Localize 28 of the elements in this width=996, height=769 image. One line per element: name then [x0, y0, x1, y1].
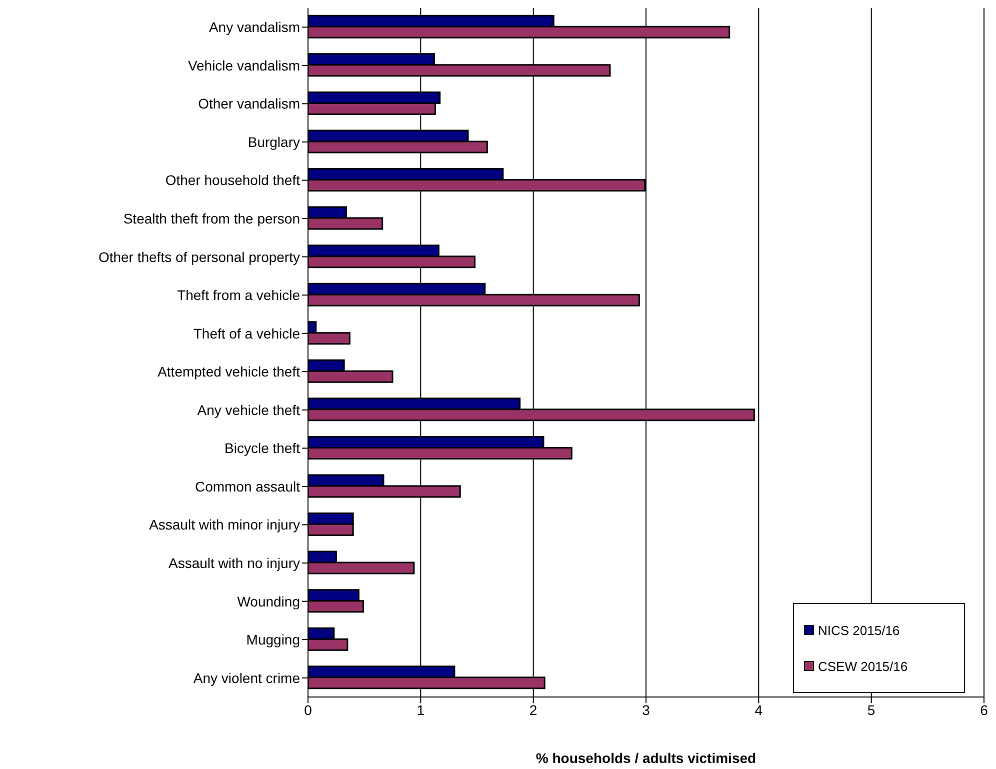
- y-tick-label: Other thefts of personal property: [98, 248, 300, 265]
- legend-label: NICS 2015/16: [818, 622, 900, 638]
- y-tick-label: Other household theft: [165, 172, 300, 188]
- legend-label: CSEW 2015/16: [818, 658, 908, 674]
- x-tick-label: 1: [416, 702, 425, 718]
- x-tick-label: 3: [642, 702, 650, 718]
- x-tick-label: 2: [529, 702, 538, 718]
- x-tick-label: 6: [980, 702, 988, 718]
- y-tick-label: Attempted vehicle theft: [158, 364, 300, 380]
- x-tick-label: 5: [867, 702, 876, 718]
- x-tick-label: 4: [754, 702, 763, 718]
- y-tick-label: Any vandalism: [208, 19, 300, 36]
- y-tick-label: Any violent crime: [193, 670, 300, 686]
- y-tick-label: Common assault: [194, 478, 300, 494]
- y-tick-label: Assault with minor injury: [149, 516, 300, 533]
- y-tick-label: Theft from a vehicle: [177, 287, 300, 304]
- y-tick-label: Any vehicle theft: [197, 402, 300, 418]
- y-tick-label: Burglary: [248, 134, 300, 150]
- x-axis-title: % households / adults victimised: [536, 750, 756, 766]
- y-tick-label: Assault with no injury: [168, 555, 300, 571]
- y-tick-label: Theft of a vehicle: [193, 325, 300, 342]
- y-tick-label: Other vandalism: [198, 96, 300, 112]
- y-tick-label: Wounding: [237, 593, 300, 610]
- y-tick-label: Mugging: [246, 632, 300, 648]
- y-tick-label: Bicycle theft: [224, 440, 300, 456]
- x-tick-label: 0: [304, 702, 312, 718]
- y-tick-label: Vehicle vandalism: [188, 57, 300, 74]
- y-tick-label: Stealth theft from the person: [123, 210, 300, 226]
